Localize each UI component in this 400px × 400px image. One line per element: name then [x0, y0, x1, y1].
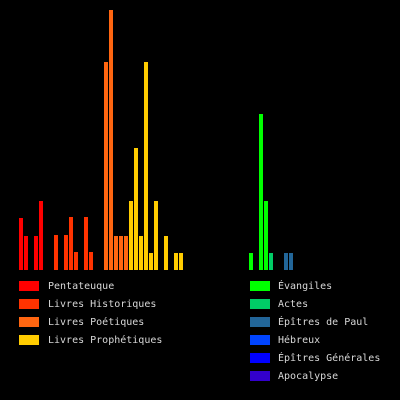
legend-label: Épîtres de Paul: [278, 315, 368, 328]
bar: [139, 236, 143, 270]
bar: [289, 253, 293, 270]
legend-label: Livres Historiques: [48, 299, 156, 310]
bar: [64, 235, 68, 270]
bar: [109, 10, 113, 270]
legend-swatch: [19, 335, 39, 345]
bar: [124, 236, 128, 270]
bar: [129, 201, 133, 270]
legend-swatch: [250, 371, 270, 381]
bar: [249, 253, 253, 270]
legend-label: Actes: [278, 299, 308, 310]
bar: [284, 253, 288, 270]
bar: [264, 201, 268, 270]
legend-label: Épîtres Générales: [278, 351, 380, 364]
legend-label: Pentateuque: [48, 281, 114, 292]
bar: [34, 236, 38, 270]
bar: [269, 253, 273, 270]
legend-swatch: [250, 353, 270, 363]
legend-label: Hébreux: [278, 334, 320, 346]
bar: [74, 252, 78, 270]
bar: [19, 218, 23, 270]
bar: [174, 253, 178, 270]
legend-swatch: [19, 299, 39, 309]
legend-swatch: [250, 281, 270, 291]
legend-swatch: [19, 281, 39, 291]
bar: [54, 235, 58, 270]
legend-label: Livres Prophétiques: [48, 334, 162, 346]
legend-swatch: [19, 317, 39, 327]
bar: [259, 114, 263, 270]
legend-swatch: [250, 335, 270, 345]
legend-swatch: [250, 317, 270, 327]
bar: [164, 236, 168, 270]
bar: [119, 236, 123, 270]
legend-label: Apocalypse: [278, 371, 338, 382]
bar: [114, 236, 118, 270]
bar: [154, 201, 158, 270]
bar: [24, 236, 28, 270]
legend-swatch: [250, 299, 270, 309]
bar: [39, 201, 43, 270]
bar: [104, 62, 108, 270]
legend-label: Livres Poétiques: [48, 316, 144, 328]
bar: [89, 252, 93, 270]
bar: [179, 253, 183, 270]
bar: [84, 217, 88, 270]
bar: [144, 62, 148, 270]
bar: [134, 148, 138, 270]
bar: [149, 253, 153, 270]
bar: [69, 217, 73, 270]
legend-label: Évangiles: [278, 279, 332, 292]
